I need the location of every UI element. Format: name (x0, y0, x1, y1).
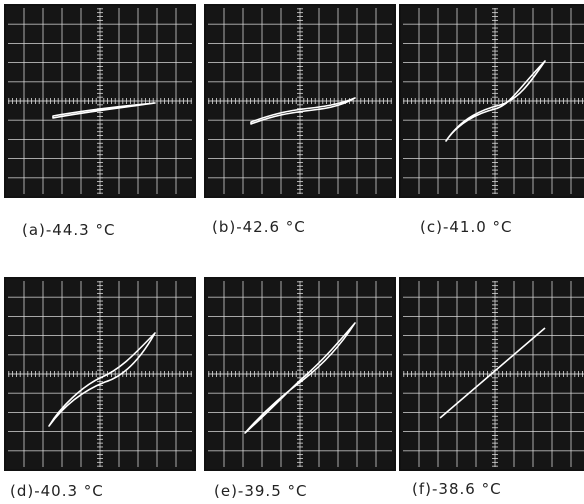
scope-panel (4, 277, 196, 471)
panel-label: (b)-42.6 °C (212, 218, 306, 236)
trace (48, 332, 156, 427)
trace (244, 322, 356, 434)
trace (439, 327, 546, 419)
trace (445, 60, 546, 142)
panel-label: (a)-44.3 °C (22, 221, 115, 239)
scope-panel (399, 4, 584, 198)
panel-label: (e)-39.5 °C (214, 482, 308, 500)
panel-label: (c)-41.0 °C (420, 218, 513, 236)
trace (52, 102, 156, 119)
scope-panel (399, 277, 584, 471)
scope-panel (4, 4, 196, 198)
panel-label: (f)-38.6 °C (412, 480, 502, 498)
scope-panel (204, 277, 396, 471)
panel-label: (d)-40.3 °C (10, 482, 104, 500)
scope-panel (204, 4, 396, 198)
trace (250, 97, 356, 125)
